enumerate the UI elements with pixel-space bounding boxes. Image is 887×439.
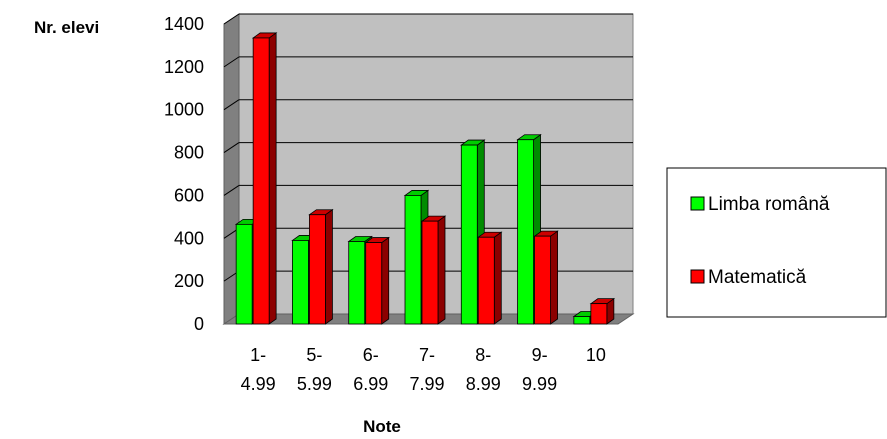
bar-matematica: [251, 32, 278, 325]
x-axis-ticks: 1-4.99 5-5.99 6-6.99 7-7.99 8-8.99 9-9.99 10: [241, 345, 606, 394]
y-tick-label: 400: [174, 228, 204, 248]
gridline-side: [223, 99, 240, 111]
bar-matematica: [533, 230, 559, 325]
legend-box: [666, 167, 887, 318]
x-tick-label: 5-5.99: [297, 345, 332, 394]
y-axis-title: Nr. elevi: [34, 18, 99, 37]
y-tick-label: 0: [194, 314, 204, 334]
x-tick-label: 8-8.99: [466, 345, 501, 394]
y-tick-label: 600: [174, 185, 204, 205]
bar-matematica: [420, 215, 447, 325]
legend: Limba română Matematică: [666, 167, 887, 318]
y-tick-label: 200: [174, 271, 204, 291]
legend-label-limba-romana: Limba română: [708, 194, 830, 215]
gridline-side: [223, 185, 240, 196]
bars: [234, 32, 616, 325]
y-tick-label: 800: [174, 143, 204, 163]
legend-swatch-limba-romana: [690, 196, 705, 211]
bar-matematica: [589, 297, 616, 325]
x-tick-label: 1-4.99: [241, 345, 276, 394]
bar-matematica: [477, 231, 503, 325]
gridline-side: [223, 142, 240, 153]
x-tick-label: 10: [586, 345, 606, 365]
gridline-side: [223, 13, 240, 25]
y-tick-label: 1200: [164, 57, 204, 77]
legend-label-matematica: Matematică: [708, 267, 807, 288]
y-tick-label: 1400: [164, 14, 204, 34]
x-axis-title: Note: [363, 417, 401, 436]
x-tick-label: 9-9.99: [522, 345, 557, 394]
gridline-side: [223, 56, 240, 68]
bar-matematica: [364, 236, 390, 325]
legend-swatch-matematica: [690, 269, 705, 284]
y-tick-label: 1000: [164, 100, 204, 120]
y-axis-ticks: 0 200 400 600 800 1000 1200 1400: [164, 14, 204, 334]
bar-matematica: [308, 208, 334, 325]
x-tick-label: 6-6.99: [353, 345, 388, 394]
x-tick-label: 7-7.99: [409, 345, 444, 394]
